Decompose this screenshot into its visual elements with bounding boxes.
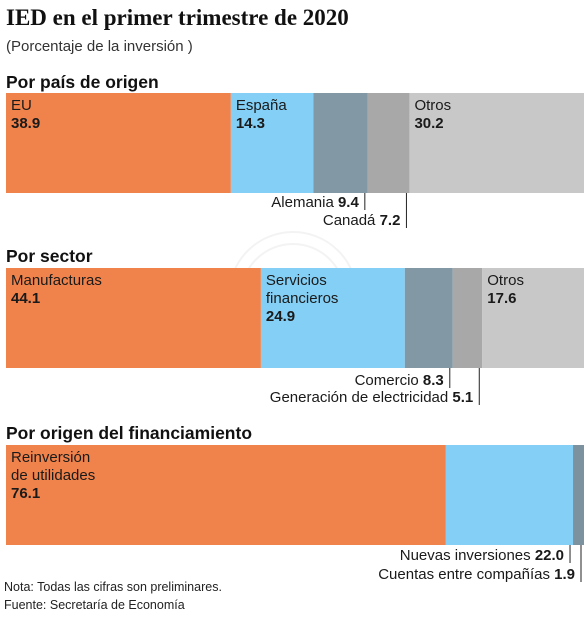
section-title: Por origen del financiamiento <box>6 423 252 443</box>
chart-sections: Por país de origenEU38.9España14.3Otros3… <box>6 72 584 583</box>
bar-segment-alemania <box>313 93 368 193</box>
callout-nuevas-inversiones: Nuevas inversiones 22.0 <box>400 547 564 564</box>
callout-comercio: Comercio 8.3 <box>355 372 444 389</box>
segment-label: Otros <box>414 97 451 114</box>
segment-value: 14.3 <box>236 115 265 132</box>
bar-segment-nuevas-inversiones <box>445 445 574 545</box>
segment-label: Reinversión <box>11 449 90 466</box>
section-title: Por sector <box>6 246 93 266</box>
segment-label: Otros <box>487 272 524 289</box>
segment-label: EU <box>11 97 32 114</box>
segment-label: España <box>236 97 288 114</box>
segment-value: 30.2 <box>414 115 443 132</box>
bar-segment-otros <box>409 93 584 193</box>
bar-segment-servicios-financieros <box>260 268 405 368</box>
bar-segment-reinversion-de-utilidades <box>6 445 446 545</box>
callout-generacion-de-electricidad: Generación de electricidad 5.1 <box>270 389 473 406</box>
bar-segment-eu <box>6 93 231 193</box>
callout-cuentas-entre-companias: Cuentas entre compañías 1.9 <box>378 566 575 583</box>
segment-value: 76.1 <box>11 485 40 502</box>
bar-segment-espana <box>230 93 314 193</box>
callout-canada: Canadá 7.2 <box>323 212 401 229</box>
segment-value: 38.9 <box>11 115 40 132</box>
chart-title: IED en el primer trimestre de 2020 <box>6 5 349 30</box>
bar-segment-cuentas-entre-companias <box>573 445 584 545</box>
bar-segment-manufacturas <box>6 268 261 368</box>
segment-value: 44.1 <box>11 290 40 307</box>
segment-label: Servicios <box>266 272 327 289</box>
segment-label: Manufacturas <box>11 272 102 289</box>
segment-value: 17.6 <box>487 290 516 307</box>
source-note: Fuente: Secretaría de Economía <box>4 598 185 612</box>
segment-value: 24.9 <box>266 308 295 325</box>
bar-segment-comercio <box>404 268 453 368</box>
segment-label: financieros <box>266 290 339 307</box>
bar-segment-generacion-de-electricidad <box>452 268 483 368</box>
bar-segment-canada <box>367 93 410 193</box>
footnote: Nota: Todas las cifras son preliminares. <box>4 580 222 594</box>
section-por-origen-del-financiamiento: Por origen del financiamiento Reinversión… <box>6 423 584 583</box>
chart-subtitle: (Porcentaje de la inversión ) <box>6 38 193 55</box>
section-title: Por país de origen <box>6 72 159 92</box>
segment-label: de utilidades <box>11 467 95 484</box>
callout-alemania: Alemania 9.4 <box>271 194 359 211</box>
bar-segment-otros <box>482 268 584 368</box>
